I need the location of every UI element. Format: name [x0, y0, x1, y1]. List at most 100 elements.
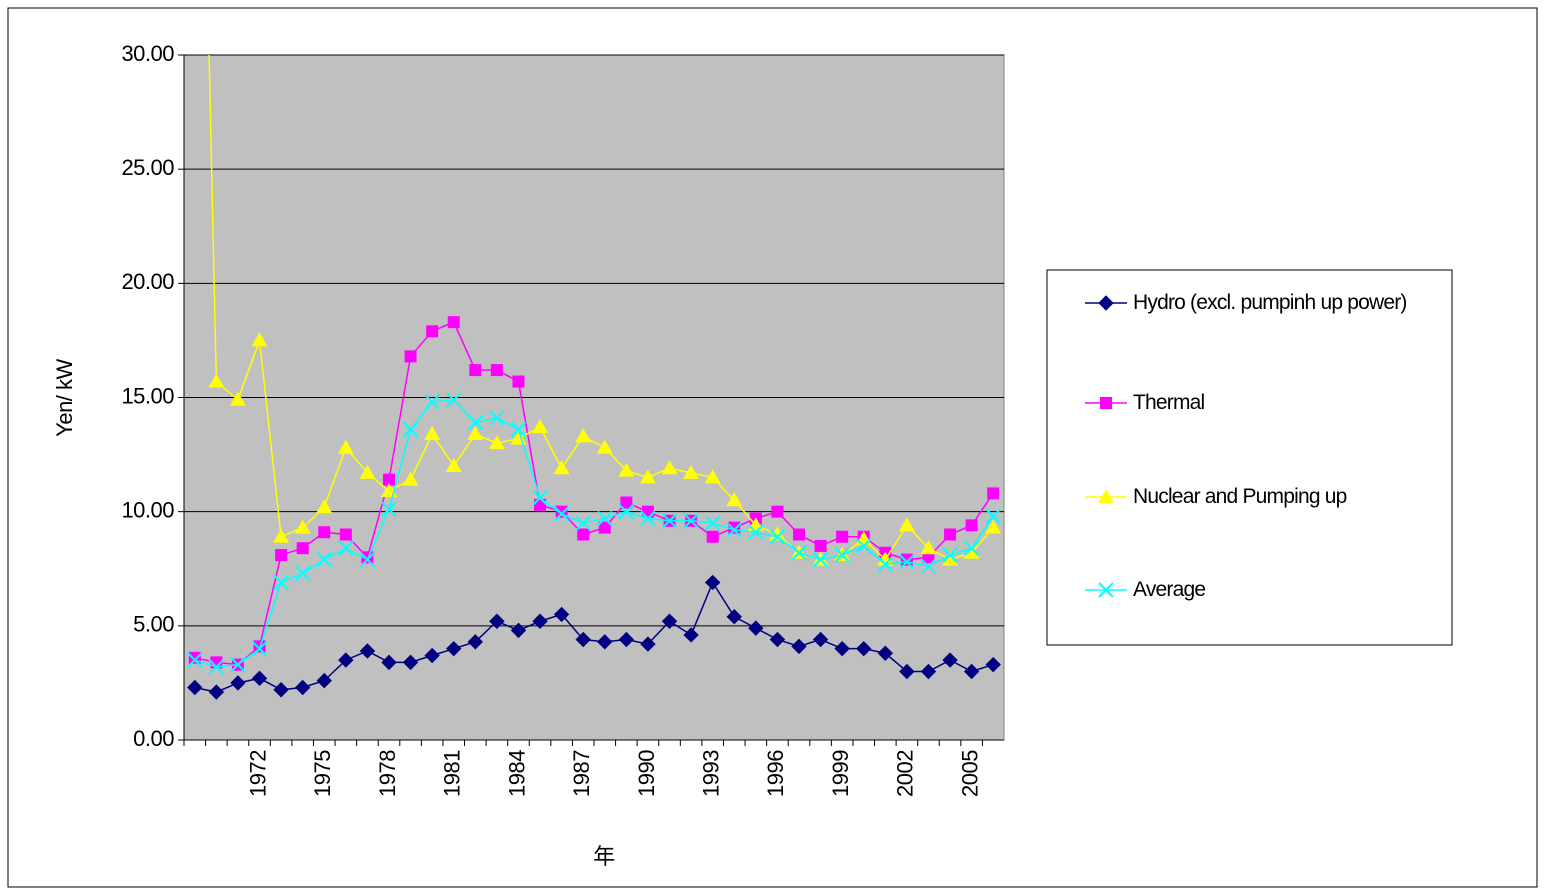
data-point — [338, 540, 354, 556]
data-point — [963, 663, 980, 680]
data-point — [490, 364, 503, 377]
data-point — [467, 634, 484, 650]
data-point — [920, 663, 937, 680]
data-point — [683, 513, 699, 529]
data-point — [661, 613, 678, 629]
data-point — [836, 530, 849, 543]
data-point — [510, 421, 527, 438]
data-point — [447, 316, 460, 329]
data-point — [922, 551, 935, 564]
data-point — [726, 608, 742, 625]
data-point — [208, 659, 225, 675]
data-point — [316, 499, 333, 514]
data-point — [402, 654, 419, 671]
data-point — [230, 675, 246, 691]
legend-label: Nuclear and Pumping up — [1133, 485, 1347, 508]
data-point — [812, 631, 829, 648]
data-point — [985, 656, 1001, 673]
data-point — [899, 554, 915, 570]
x-tick-label: 1972 — [245, 750, 270, 797]
data-point — [856, 640, 872, 657]
data-point — [187, 652, 203, 668]
data-point — [769, 631, 786, 648]
data-point — [424, 394, 440, 410]
x-tick-label: 1987 — [569, 750, 594, 797]
data-point — [512, 375, 525, 388]
data-point — [985, 508, 1001, 524]
legend-box — [1046, 269, 1453, 646]
data-point — [532, 490, 548, 506]
x-tick-label: 1984 — [504, 750, 529, 797]
data-point — [942, 551, 959, 566]
data-point — [618, 462, 635, 477]
data-point — [273, 574, 289, 591]
x-tick-label: 1975 — [310, 750, 335, 797]
data-point — [251, 670, 268, 687]
data-point — [273, 682, 289, 698]
data-point — [402, 471, 419, 486]
y-tick-label: 15.00 — [121, 383, 174, 408]
data-point — [553, 460, 570, 475]
data-point — [726, 522, 742, 538]
data-point — [532, 419, 549, 434]
data-point — [963, 544, 980, 559]
x-tick-label: 1999 — [828, 750, 853, 797]
data-point — [381, 501, 397, 518]
data-point — [208, 684, 225, 700]
legend-marker — [1098, 582, 1114, 598]
data-point — [942, 652, 958, 668]
data-point — [920, 558, 937, 575]
data-point — [294, 679, 311, 696]
data-point — [446, 392, 462, 408]
legend-marker — [1098, 489, 1114, 503]
series-layer — [187, 55, 1002, 700]
data-point — [273, 528, 290, 543]
data-point — [944, 528, 957, 541]
data-point — [489, 410, 505, 426]
data-point — [510, 622, 527, 639]
data-point — [877, 556, 894, 572]
y-tick-label: 10.00 — [121, 497, 174, 522]
data-point — [987, 487, 1000, 500]
data-point — [597, 510, 613, 527]
data-point — [488, 435, 505, 450]
data-point — [489, 613, 505, 629]
data-point — [575, 515, 591, 531]
data-point — [230, 656, 246, 673]
x-tick-label: 2005 — [957, 750, 982, 797]
data-point — [553, 506, 570, 522]
data-point — [359, 643, 376, 659]
data-point — [337, 439, 354, 454]
data-point — [467, 414, 484, 431]
x-tick-label: 1981 — [440, 750, 465, 797]
data-point — [639, 469, 656, 484]
legend-marker — [1100, 397, 1112, 409]
data-point — [532, 613, 548, 629]
data-point — [404, 350, 417, 363]
data-point — [683, 464, 700, 479]
data-point — [726, 492, 743, 507]
data-point — [402, 421, 419, 438]
data-point — [575, 428, 592, 443]
y-axis-label: Yen/ kW — [52, 358, 77, 436]
x-tick-label: 1993 — [698, 750, 723, 797]
data-point — [706, 530, 719, 543]
data-point — [359, 464, 376, 479]
data-point — [856, 538, 872, 554]
data-point — [877, 645, 894, 661]
data-point — [620, 496, 633, 509]
data-point — [640, 510, 656, 527]
series-line — [194, 398, 994, 668]
data-point — [640, 636, 656, 652]
data-point — [446, 640, 462, 657]
data-point — [791, 545, 807, 561]
data-point — [704, 515, 721, 531]
data-point — [275, 549, 288, 562]
data-point — [208, 373, 225, 388]
data-point — [965, 519, 978, 532]
data-point — [985, 519, 1002, 534]
data-point — [748, 620, 764, 636]
y-tick-label: 30.00 — [121, 41, 174, 66]
data-point — [920, 540, 937, 555]
